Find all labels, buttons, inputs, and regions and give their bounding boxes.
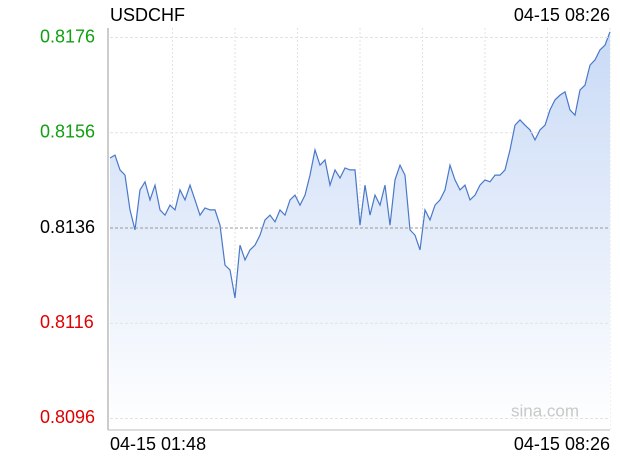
y-tick-label: 0.8096: [40, 407, 95, 427]
watermark: sina.com: [511, 401, 579, 420]
x-tick-label: 04-15 01:48: [110, 434, 206, 454]
y-tick-label: 0.8156: [40, 122, 95, 142]
line: [109, 31, 611, 299]
y-tick-label: 0.8176: [40, 26, 95, 46]
x-tick-label: 04-15 08:26: [514, 434, 610, 454]
y-tick-label: 0.8136: [40, 217, 95, 237]
area: [110, 31, 610, 431]
chart-title: USDCHF: [110, 5, 185, 25]
timestamp: 04-15 08:26: [514, 5, 610, 25]
plot: [109, 31, 611, 431]
y-tick-label: 0.8116: [40, 312, 94, 332]
